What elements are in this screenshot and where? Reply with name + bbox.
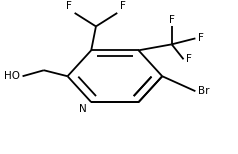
Text: F: F (169, 15, 175, 25)
Text: F: F (120, 1, 125, 11)
Text: Br: Br (198, 86, 209, 96)
Text: HO: HO (4, 71, 20, 81)
Text: F: F (66, 1, 72, 11)
Text: N: N (79, 104, 86, 114)
Text: F: F (186, 54, 192, 64)
Text: F: F (198, 33, 204, 43)
